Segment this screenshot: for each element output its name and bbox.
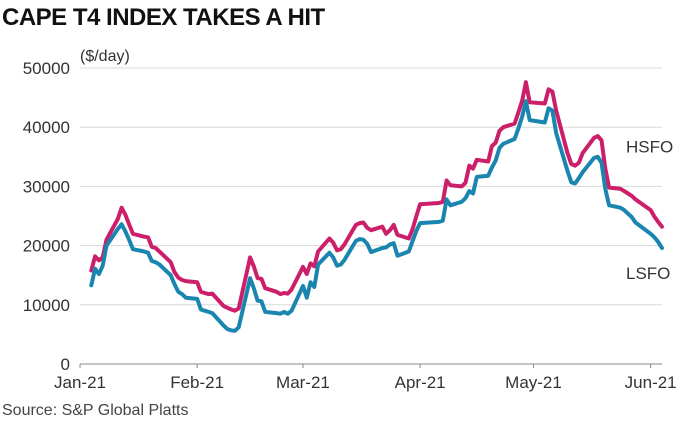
x-axis: Jan-21 Feb-21 Mar-21 Apr-21 May-21 Jun-21	[54, 364, 677, 392]
series-lines	[89, 80, 664, 333]
x-tick-label: Feb-21	[170, 373, 224, 392]
x-tick-label: Mar-21	[276, 373, 330, 392]
grid	[80, 67, 662, 365]
y-tick-label: 20000	[23, 237, 70, 256]
y-tick-label: 10000	[23, 296, 70, 315]
y-tick-label: 0	[61, 355, 70, 374]
y-tick-label: 50000	[23, 59, 70, 78]
series-label-lsfo: LSFO	[626, 264, 670, 283]
x-tick-label: May-21	[505, 373, 562, 392]
y-axis: 0 10000 20000 30000 40000 50000	[23, 59, 70, 374]
x-tick-label: Jan-21	[54, 373, 106, 392]
chart-title: CAPE T4 INDEX TAKES A HIT	[2, 4, 325, 31]
series-labels: HSFO LSFO	[626, 138, 673, 283]
series-line-lsfo	[89, 99, 664, 333]
series-label-hsfo: HSFO	[626, 138, 673, 157]
series-line-hsfo	[89, 80, 664, 313]
source-note: Source: S&P Global Platts	[2, 402, 189, 419]
x-tick-label: Apr-21	[395, 373, 446, 392]
unit-label: ($/day)	[80, 48, 130, 65]
y-tick-label: 30000	[23, 177, 70, 196]
y-tick-label: 40000	[23, 118, 70, 137]
x-tick-label: Jun-21	[625, 373, 677, 392]
